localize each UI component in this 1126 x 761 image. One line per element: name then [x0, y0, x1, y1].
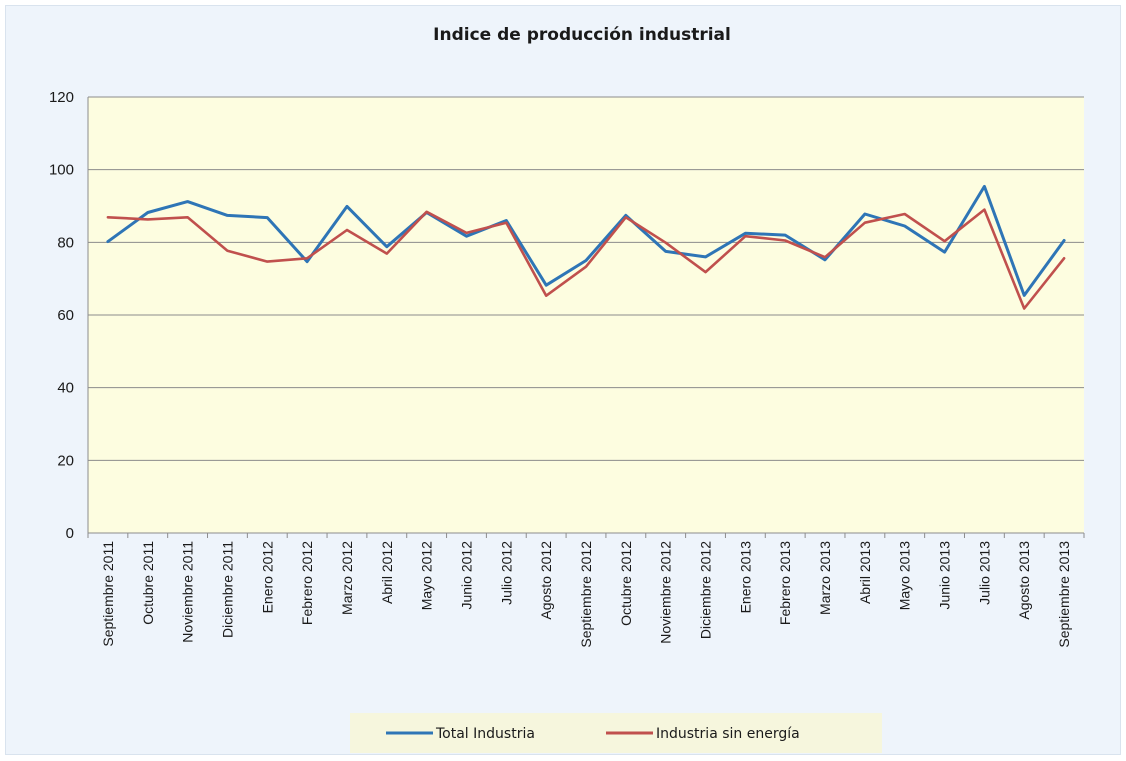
chart-title: Indice de producción industrial: [433, 25, 731, 45]
y-tick-label: 120: [49, 89, 74, 106]
x-tick-label: Diciembre 2012: [698, 541, 714, 639]
gridlines: [87, 96, 1084, 534]
chart-frame: 0 20 40 60 80 100 120 Septiembre 2011 Octubre 2…: [5, 5, 1121, 755]
x-tick-label: Abril 2013: [857, 541, 873, 604]
y-tick-label: 80: [57, 234, 74, 251]
series-line-total-industria: [106, 184, 1066, 297]
y-tick-label: 60: [57, 307, 74, 324]
x-tick-label: Mayo 2012: [419, 541, 435, 610]
series-lines: [106, 184, 1066, 310]
x-tick-label: Diciembre 2011: [219, 541, 235, 638]
y-axis-ticks: 0 20 40 60 80 100 120: [49, 89, 74, 542]
legend: Total Industria Industria sin energía: [350, 713, 882, 753]
x-tick-label: Junio 2013: [937, 541, 953, 610]
x-tick-label: Septiembre 2012: [578, 541, 594, 648]
x-tick-label: Junio 2012: [458, 541, 474, 610]
x-tick-label: Septiembre 2011: [100, 541, 116, 647]
x-tick-label: Marzo 2012: [339, 541, 355, 615]
x-tick-label: Agosto 2012: [538, 541, 554, 620]
x-tick-label: Noviembre 2011: [180, 541, 196, 643]
y-tick-label: 20: [57, 452, 74, 469]
line-chart: 0 20 40 60 80 100 120 Septiembre 2011 Octubre 2…: [49, 25, 1085, 753]
x-tick-label: Julio 2012: [498, 541, 514, 605]
legend-label: Total Industria: [435, 726, 535, 742]
y-tick-label: 40: [57, 380, 74, 397]
x-tick-label: Enero 2012: [259, 541, 275, 614]
x-tick-label: Julio 2013: [976, 541, 992, 605]
x-tick-label: Febrero 2012: [299, 541, 315, 625]
x-tick-label: Abril 2012: [379, 541, 395, 604]
x-tick-label: Enero 2013: [737, 541, 753, 614]
series-line-industria-sin-energia: [106, 208, 1066, 310]
x-tick-label: Febrero 2013: [777, 541, 793, 625]
x-tick-label: Septiembre 2013: [1056, 541, 1072, 648]
x-axis-ticks: Septiembre 2011 Octubre 2011 Noviembre 201…: [87, 533, 1085, 648]
x-tick-label: Mayo 2013: [897, 541, 913, 610]
x-tick-label: Agosto 2013: [1016, 541, 1032, 620]
x-tick-label: Octubre 2011: [140, 541, 156, 625]
legend-label: Industria sin energía: [656, 726, 800, 742]
x-tick-label: Noviembre 2012: [658, 541, 674, 644]
y-tick-label: 0: [66, 525, 74, 542]
x-tick-label: Marzo 2013: [817, 541, 833, 615]
x-tick-label: Octubre 2012: [618, 541, 634, 626]
y-tick-label: 100: [49, 162, 74, 179]
